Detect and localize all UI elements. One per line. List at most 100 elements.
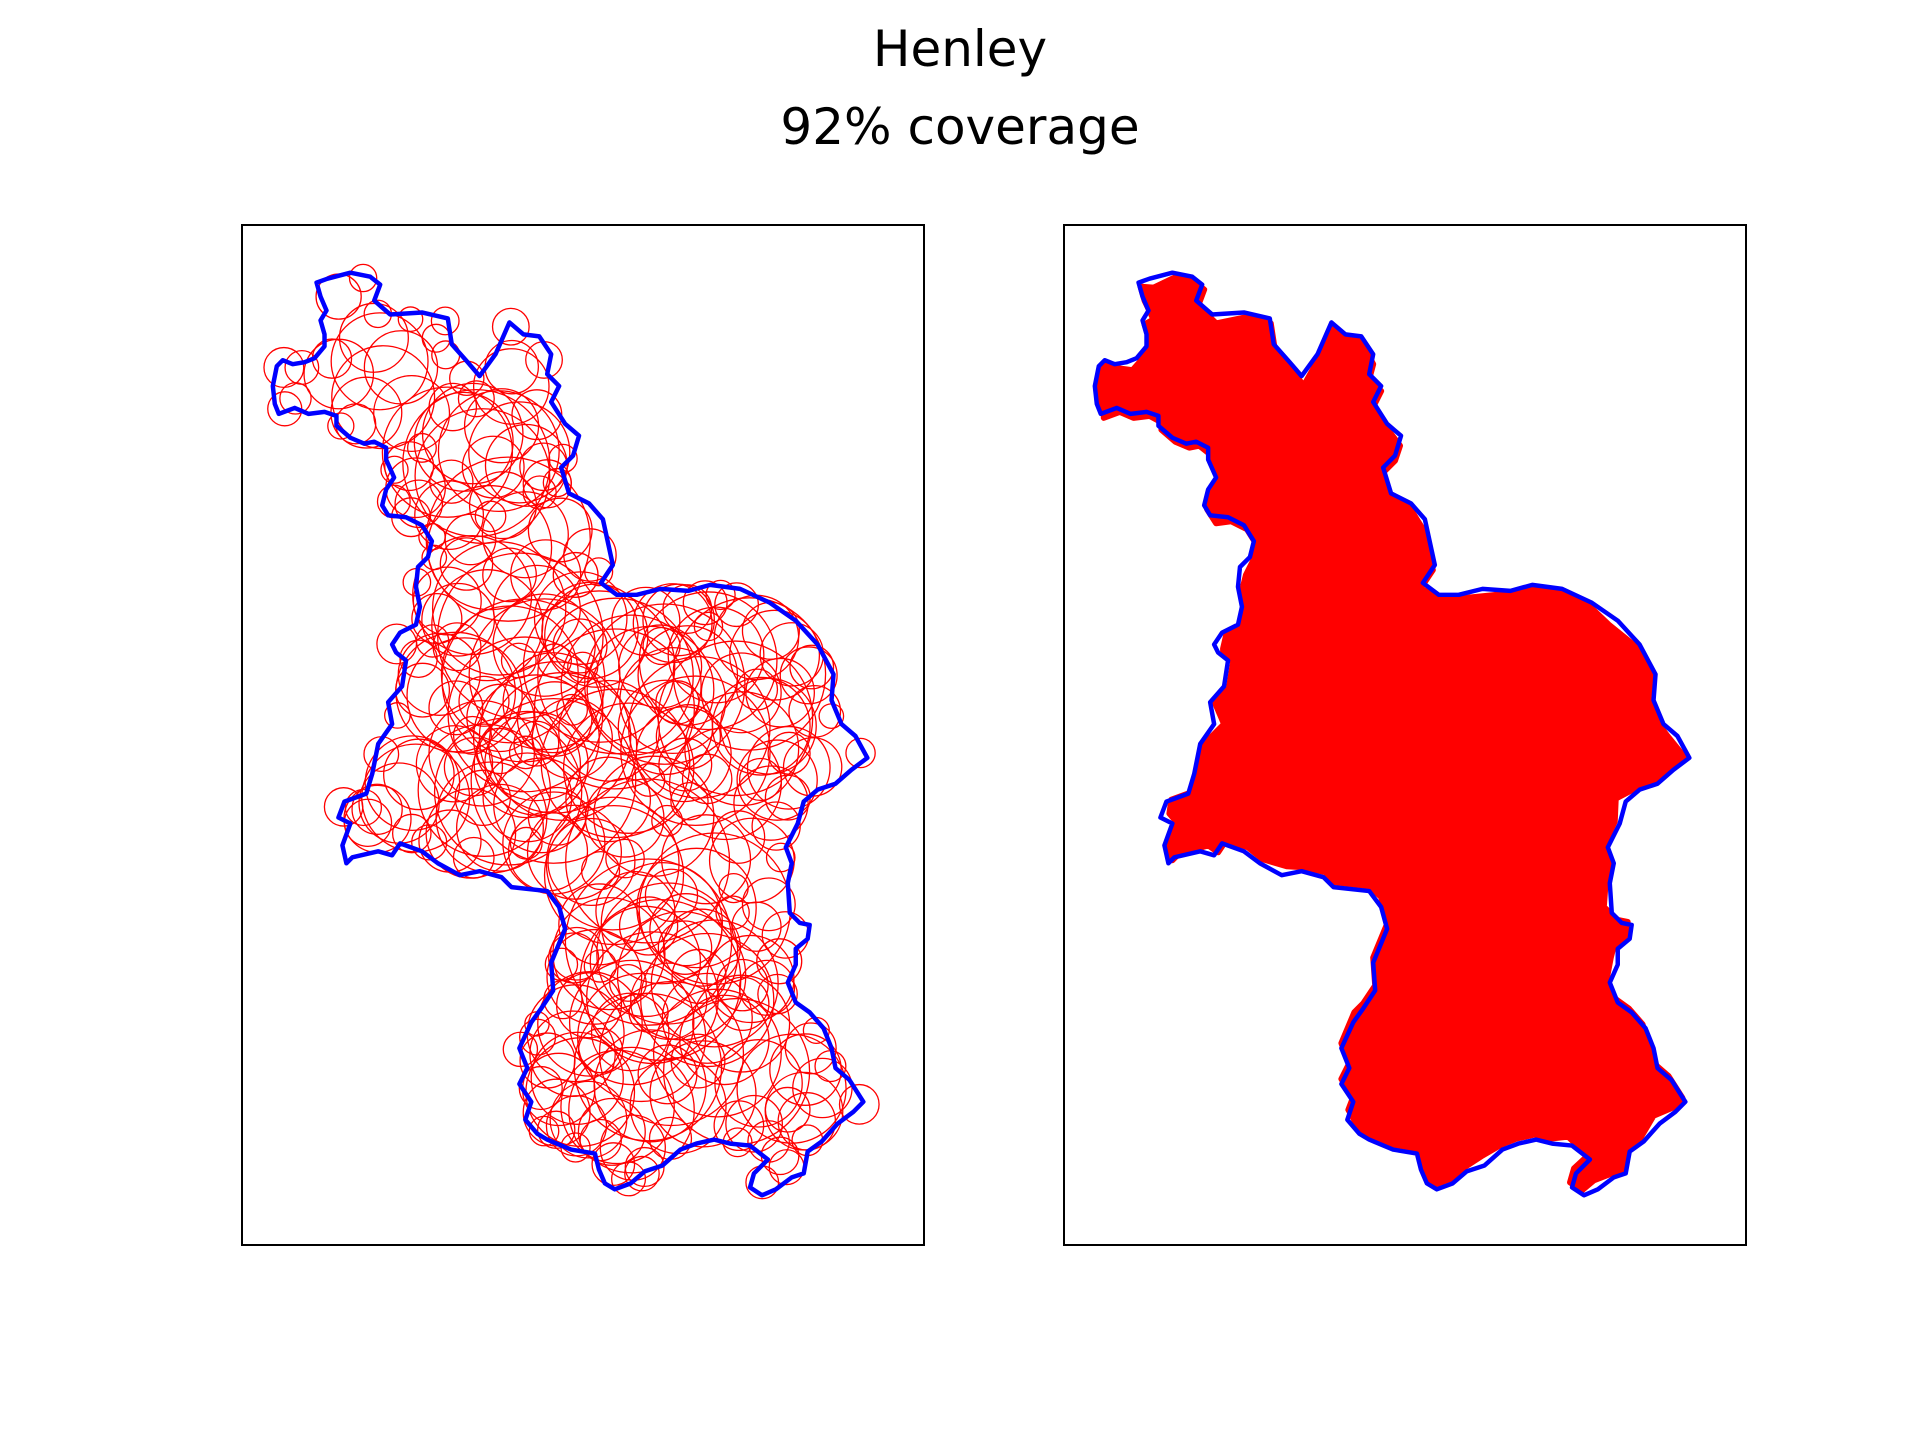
coverage-circle <box>429 459 474 504</box>
coverage-circle <box>573 992 723 1142</box>
coverage-circle <box>552 618 608 674</box>
coverage-circle <box>579 1118 622 1162</box>
coverage-circle <box>455 783 544 872</box>
coverage-circle <box>452 715 492 755</box>
coverage-circle <box>700 652 782 734</box>
coverage-circle <box>540 688 691 839</box>
coverage-circle <box>415 725 494 803</box>
coverage-circle <box>384 441 435 492</box>
coverage-circle <box>548 932 600 984</box>
coverage-circle <box>632 583 713 664</box>
coverage-circle <box>637 625 739 726</box>
coverage-circle <box>509 826 543 860</box>
coverage-circle <box>670 781 709 821</box>
coverage-circle <box>756 938 803 985</box>
coverage-circle <box>437 390 560 513</box>
coverage-circle <box>519 1032 576 1089</box>
circles-panel <box>241 224 925 1246</box>
coverage-circle <box>549 1080 628 1159</box>
coverage-circle <box>327 412 355 440</box>
coverage-circle <box>705 579 736 611</box>
coverage-circle <box>565 756 652 843</box>
filled-panel <box>1063 224 1747 1246</box>
coverage-circle <box>397 306 424 333</box>
coverage-circle <box>655 680 700 725</box>
coverage-circle <box>444 513 497 566</box>
coverage-circle <box>452 836 495 879</box>
coverage-circle <box>454 769 511 827</box>
coverage-circle <box>635 706 732 803</box>
coverage-circle <box>713 1100 765 1152</box>
coverage-circle <box>384 702 411 729</box>
coverage-circle <box>411 592 463 645</box>
coverage-circle <box>568 1046 695 1174</box>
coverage-circle <box>414 480 485 551</box>
coverage-circle <box>376 623 418 665</box>
coverage-circle <box>470 697 637 864</box>
coverage-circle <box>760 1136 800 1176</box>
region-outline <box>1092 270 1692 1198</box>
coverage-circle <box>567 651 599 683</box>
coverage-circle <box>715 976 770 1032</box>
coverage-circle <box>513 720 560 767</box>
coverage-circle <box>733 765 809 841</box>
coverage-circle <box>714 1039 803 1128</box>
coverage-circle <box>527 497 593 563</box>
coverage-circle <box>608 964 647 1002</box>
coverage-circle <box>562 702 695 834</box>
coverage-circle <box>711 676 811 776</box>
coverage-circle <box>679 994 770 1086</box>
circles-map <box>263 263 880 1200</box>
coverage-circle <box>431 541 567 676</box>
coverage-circle <box>652 988 782 1118</box>
coverage-circle <box>519 442 568 492</box>
coverage-circle <box>767 731 811 775</box>
coverage-circle <box>746 725 831 810</box>
coverage-circle <box>757 973 798 1015</box>
coverage-circle <box>406 432 437 463</box>
coverage-circle <box>380 455 409 484</box>
coverage-circle <box>751 801 801 851</box>
coverage-circle <box>443 737 504 797</box>
coverage-circle <box>657 920 713 975</box>
coverage-circle <box>533 571 628 665</box>
coverage-circle <box>468 598 621 751</box>
coverage-circle <box>330 312 429 411</box>
coverage-circle <box>481 491 569 579</box>
coverage-circle <box>738 757 783 802</box>
coverage-circle <box>303 338 375 410</box>
coverage-circle <box>779 646 838 705</box>
coverage-circle <box>672 597 827 751</box>
coverage-circle <box>558 883 641 966</box>
coverage-circle <box>426 484 553 611</box>
coverage-circle <box>736 739 818 821</box>
coverage-circle <box>649 893 723 967</box>
coverage-circle <box>681 753 733 805</box>
coverage-circle <box>363 330 439 405</box>
coverage-circle <box>682 580 728 626</box>
coverage-circle <box>284 350 320 385</box>
coverage-circle <box>373 374 451 453</box>
coverage-circle <box>472 348 550 425</box>
coverage-circle <box>421 582 496 657</box>
coverage-circle <box>383 738 455 811</box>
coverage-circle <box>544 583 649 688</box>
coverage-circle <box>589 905 702 1018</box>
region-outline <box>270 270 870 1198</box>
coverage-circle <box>541 581 639 680</box>
coverage-circle <box>417 723 552 858</box>
coverage-circle <box>482 752 573 843</box>
coverage-circle <box>518 1065 563 1111</box>
coverage-circle <box>637 1044 698 1105</box>
coverage-circle <box>651 804 684 837</box>
coverage-circle <box>586 625 715 754</box>
coverage-circle <box>667 606 765 704</box>
coverage-circle <box>279 382 312 415</box>
coverage-circle <box>348 263 378 293</box>
coverage-circle <box>662 908 742 987</box>
coverage-circle <box>546 928 643 1025</box>
coverage-circle <box>491 307 530 346</box>
coverage-circle <box>719 677 817 775</box>
coverage-circle <box>391 813 432 854</box>
coverage-circle <box>596 882 739 1025</box>
